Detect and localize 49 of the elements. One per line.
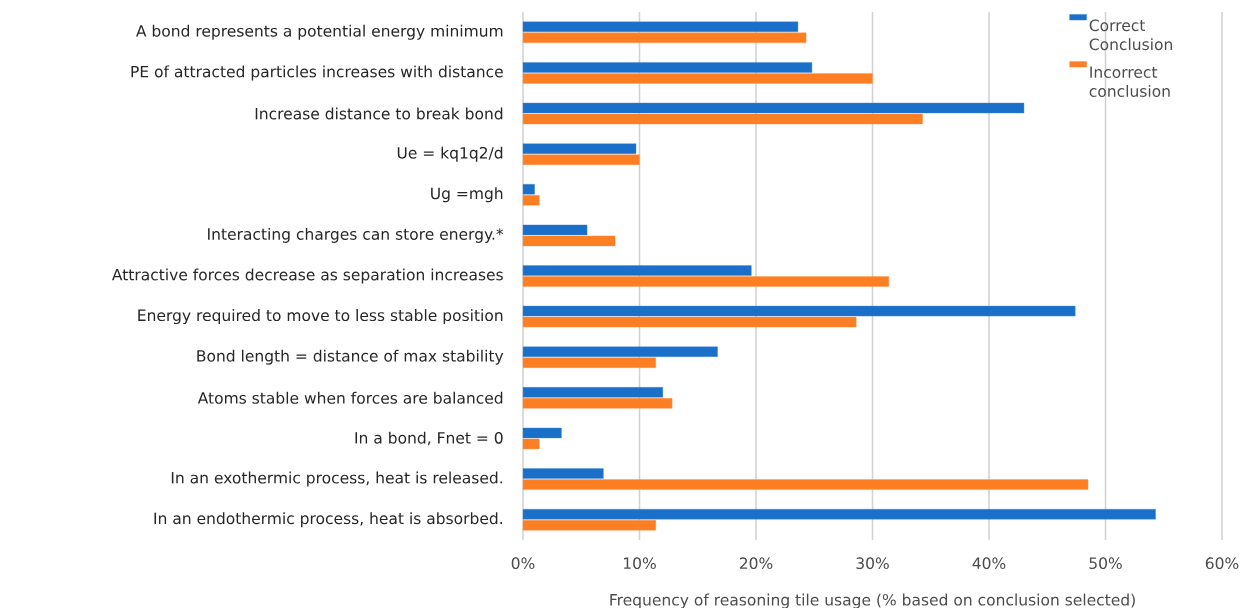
bar	[522, 508, 1156, 520]
bar	[522, 113, 923, 125]
bar	[522, 438, 540, 450]
bar	[522, 468, 604, 479]
legend-label: Incorrect conclusion	[1089, 66, 1170, 97]
bar	[522, 184, 535, 195]
bar	[522, 224, 588, 236]
x-tick-label: 0%	[511, 557, 535, 570]
y-tick-label: Energy required to move to less stable position	[138, 309, 503, 325]
bar	[522, 479, 1089, 490]
y-tick-label: Interacting charges can store energy.*	[208, 227, 504, 243]
bar	[522, 102, 1025, 114]
y-tick-label: Increase distance to break bond	[255, 107, 503, 120]
bar	[522, 154, 640, 165]
bar	[522, 519, 657, 531]
bar	[522, 73, 873, 84]
x-tick-label: 30%	[856, 557, 889, 570]
bar	[522, 427, 562, 439]
y-tick-label: Atoms stable when forces are balanced	[197, 391, 503, 404]
y-tick-label: Ue = kq1q2/d	[397, 146, 503, 162]
x-tick-label: 60%	[1205, 557, 1239, 570]
x-tick-label: 50%	[1089, 557, 1122, 570]
x-tick-label: 10%	[623, 557, 656, 570]
y-tick-label: In an endothermic process, heat is absorbed.	[154, 512, 502, 528]
bar	[522, 398, 673, 409]
bar	[522, 265, 752, 276]
y-tick-label: Ug =mgh	[431, 187, 503, 203]
bar	[522, 143, 637, 154]
bar	[522, 346, 718, 357]
legend-label: Correct Conclusion	[1089, 19, 1172, 51]
y-tick-label: PE of attracted particles increases with distance	[131, 65, 503, 81]
bar	[522, 316, 857, 328]
bar	[522, 235, 616, 247]
bar	[522, 357, 657, 368]
bar	[522, 32, 807, 43]
bar	[522, 62, 813, 73]
bar	[522, 276, 890, 287]
x-axis-title: Frequency of reasoning tile usage (% based on conclusion selected)	[610, 593, 1135, 608]
y-tick-label: A bond represents a potential energy minimum	[136, 24, 503, 40]
y-tick-label: In a bond, Fnet = 0	[355, 431, 503, 446]
bar	[522, 21, 799, 32]
y-tick-label: In an exothermic process, heat is released.	[171, 471, 502, 487]
bar	[522, 195, 540, 206]
x-tick-label: 20%	[739, 557, 773, 570]
y-tick-label: Attractive forces decrease as separation increases	[111, 268, 503, 284]
bar	[522, 387, 663, 398]
x-tick-label: 40%	[972, 557, 1006, 570]
y-tick-label: Bond length = distance of max stability	[197, 349, 504, 365]
bar	[522, 305, 1076, 317]
